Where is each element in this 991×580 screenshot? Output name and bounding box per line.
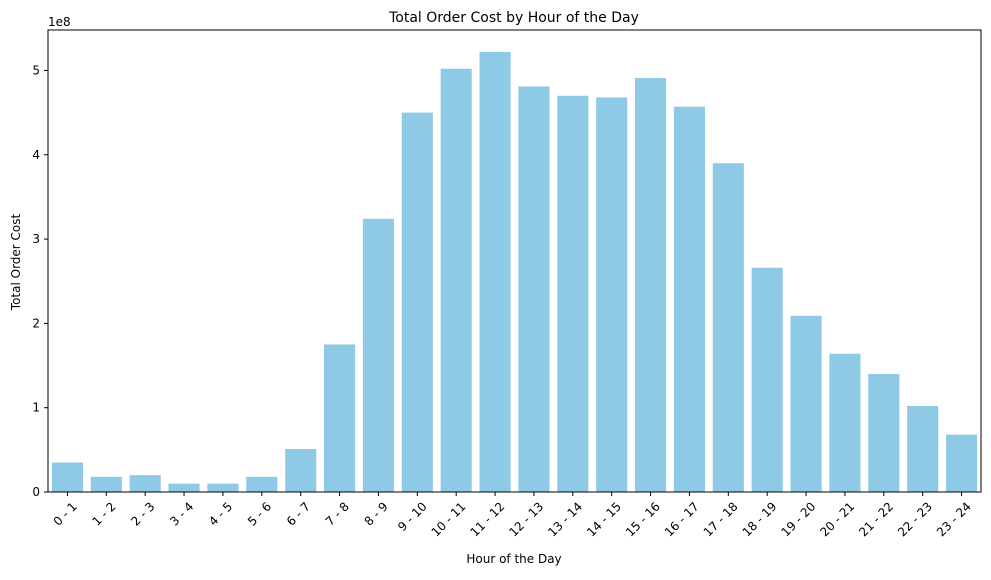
- bar-22-23: [907, 406, 939, 492]
- x-tick-label: 21 - 22: [856, 499, 896, 539]
- bar-5-6: [246, 476, 278, 492]
- x-tick-label: 23 - 24: [934, 499, 974, 539]
- bar-6-7: [285, 449, 317, 492]
- y-tick-label: 4: [32, 148, 40, 162]
- bar-2-3: [129, 475, 161, 492]
- y-tick-label: 0: [32, 485, 40, 499]
- x-tick-label: 6 - 7: [284, 499, 313, 528]
- bar-4-5: [207, 483, 239, 492]
- x-tick-label: 11 - 12: [467, 499, 507, 539]
- bar-12-13: [518, 86, 550, 493]
- x-tick-label: 9 - 10: [395, 499, 430, 534]
- bar-11-12: [479, 51, 511, 493]
- bar-16-17: [673, 106, 705, 492]
- x-tick-label: 3 - 4: [167, 499, 196, 528]
- bar-0-1: [51, 462, 83, 492]
- x-tick-label: 18 - 19: [740, 499, 780, 539]
- y-axis-scale-label: 1e8: [48, 15, 71, 29]
- x-tick-label: 0 - 1: [51, 499, 80, 528]
- plot-frame: [47, 29, 982, 493]
- x-tick-label: 16 - 17: [662, 499, 702, 539]
- bar-23-24: [946, 434, 978, 492]
- x-tick-label: 22 - 23: [895, 499, 935, 539]
- x-tick-label: 7 - 8: [323, 499, 352, 528]
- x-tick-label: 15 - 16: [623, 499, 663, 539]
- x-tick-label: 12 - 13: [506, 499, 546, 539]
- bars-group: [51, 51, 978, 493]
- bar-13-14: [557, 95, 589, 492]
- bar-14-15: [596, 97, 628, 492]
- bar-7-8: [324, 344, 356, 492]
- y-tick-label: 5: [32, 63, 40, 77]
- y-tick-label: 3: [32, 232, 40, 246]
- x-tick-label: 2 - 3: [128, 499, 157, 528]
- y-axis-label: Total Order Cost: [9, 213, 23, 311]
- x-tick-label: 14 - 15: [584, 499, 624, 539]
- bar-15-16: [635, 78, 667, 493]
- x-tick-label: 19 - 20: [778, 499, 818, 539]
- x-tick-label: 17 - 18: [701, 499, 741, 539]
- bar-9-10: [401, 112, 433, 493]
- y-axis-ticks: 0 1 2 3 4 5: [32, 63, 48, 499]
- x-tick-label: 20 - 21: [817, 499, 857, 539]
- x-tick-label: 10 - 11: [429, 499, 469, 539]
- bar-1-2: [90, 476, 122, 492]
- x-tick-label: 4 - 5: [206, 499, 235, 528]
- x-tick-label: 5 - 6: [245, 499, 274, 528]
- x-tick-label: 13 - 14: [545, 499, 585, 539]
- bar-10-11: [440, 68, 472, 492]
- x-tick-label: 8 - 9: [362, 499, 391, 528]
- bar-20-21: [829, 353, 861, 492]
- bar-21-22: [868, 373, 900, 492]
- x-tick-label: 1 - 2: [89, 499, 118, 528]
- bar-19-20: [790, 315, 822, 492]
- bar-8-9: [362, 218, 394, 492]
- bar-18-19: [751, 267, 783, 492]
- chart-title: Total Order Cost by Hour of the Day: [388, 10, 639, 26]
- bar-17-18: [712, 163, 744, 492]
- x-axis-label: Hour of the Day: [466, 552, 561, 566]
- bar-3-4: [168, 483, 200, 492]
- y-tick-label: 2: [32, 316, 40, 330]
- x-axis-ticks: 0 - 1 1 - 2 2 - 3 3 - 4 4 - 5 5 - 6 6 - 7 7 - 8…: [51, 492, 974, 539]
- y-tick-label: 1: [32, 401, 40, 415]
